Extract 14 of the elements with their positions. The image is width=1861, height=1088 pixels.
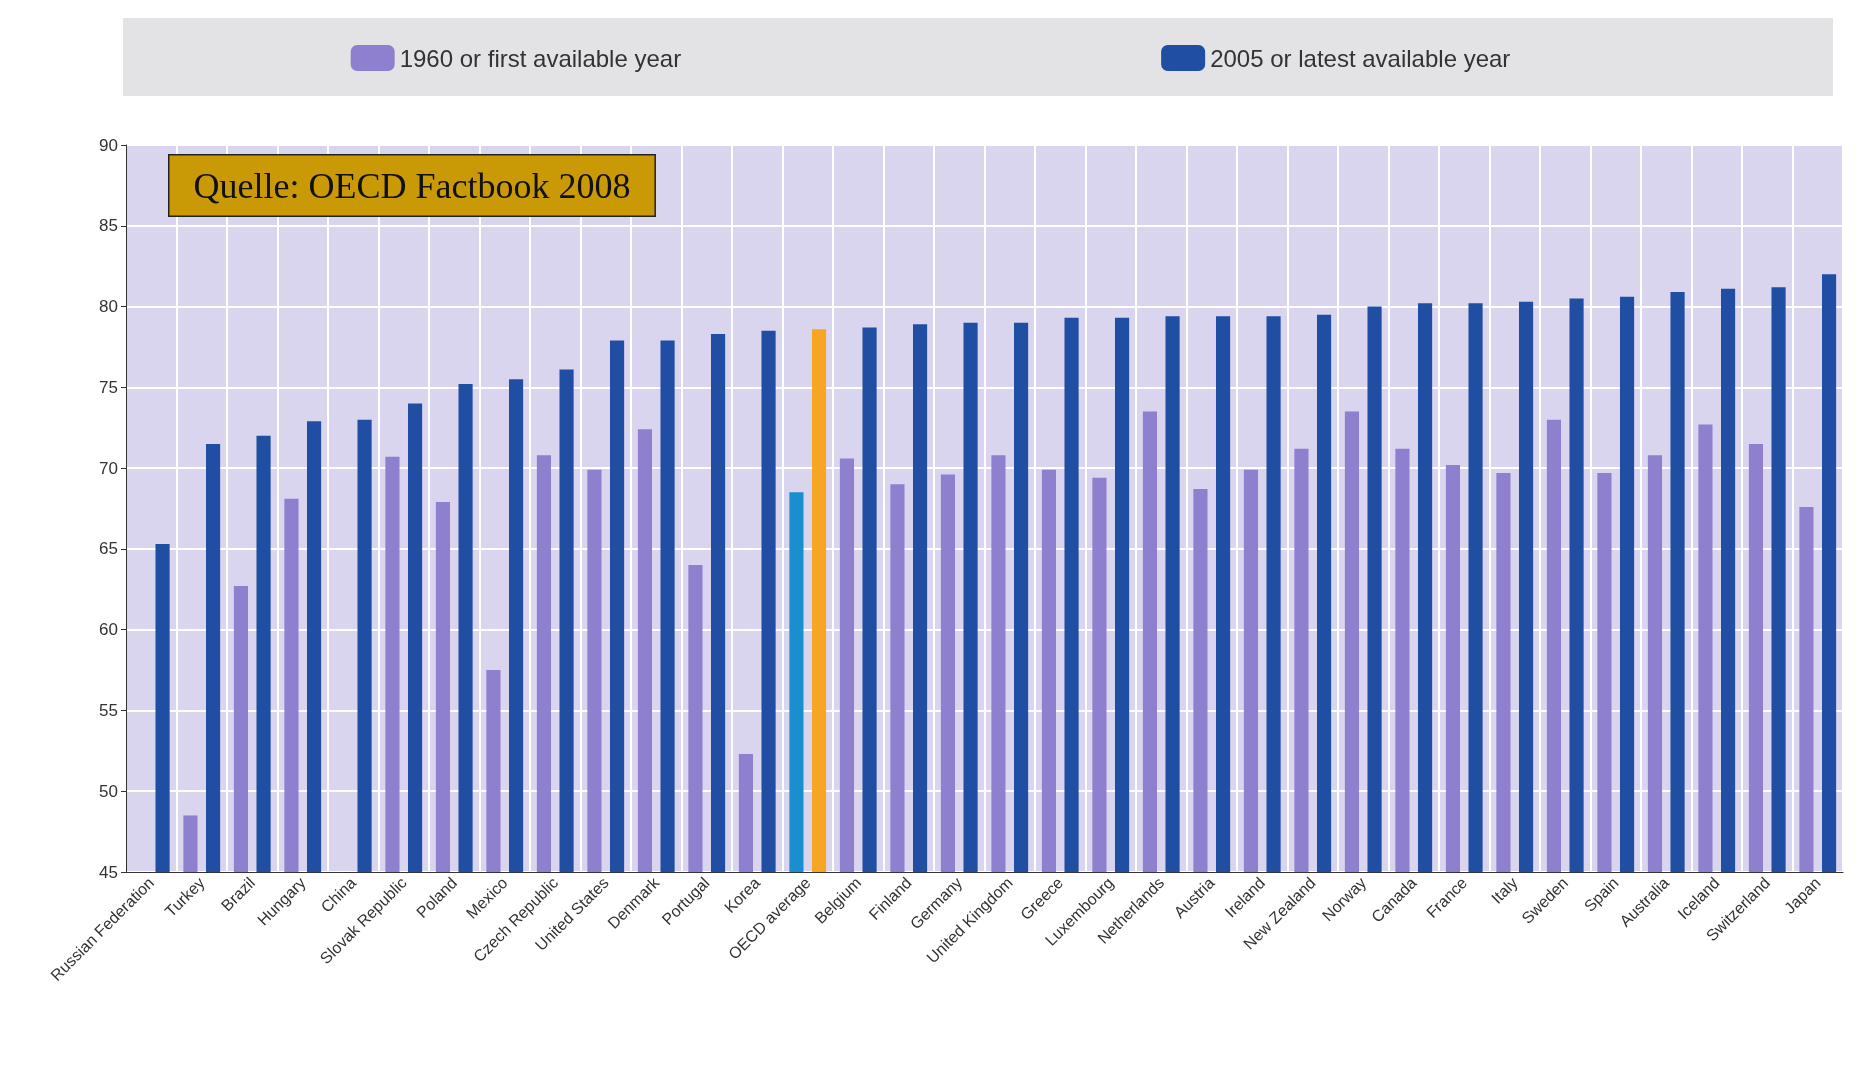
y-tick-label: 45 — [99, 862, 118, 882]
y-tick-label: 85 — [99, 216, 118, 236]
legend-label: 2005 or latest available year — [1210, 44, 1511, 72]
y-tick-label: 90 — [99, 135, 118, 155]
x-tick-label: Italy — [1488, 873, 1521, 907]
y-tick-label: 60 — [99, 620, 118, 640]
y-tick-label: 50 — [99, 781, 118, 801]
legend-label: 1960 or first available year — [399, 44, 682, 72]
y-tick-label: 70 — [99, 458, 118, 478]
y-tick-label: 80 — [99, 297, 118, 317]
y-tick-label: 75 — [99, 377, 118, 397]
y-tick-label: 55 — [99, 700, 118, 720]
y-tick-label: 65 — [99, 539, 118, 559]
annotation: Quelle: OECD Factbook 2008 — [193, 165, 631, 206]
